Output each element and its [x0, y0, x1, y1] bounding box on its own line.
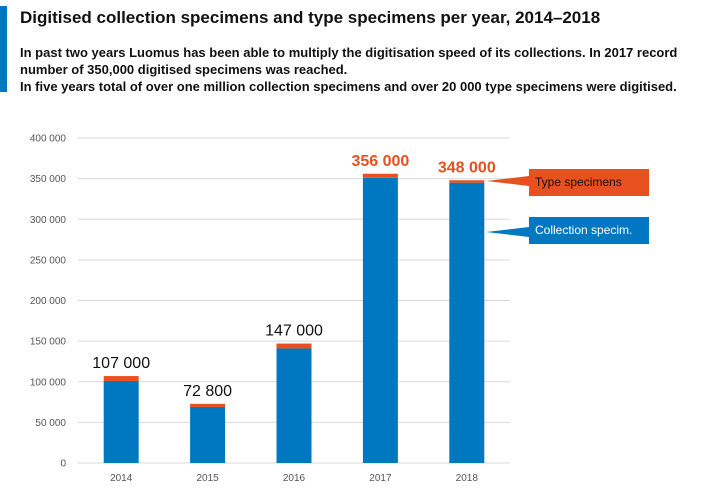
- subtitle-line-3: In five years total of over one million …: [20, 79, 677, 94]
- x-axis-tick-labels: 2014 2015 2016 2017 2018: [110, 473, 478, 484]
- y-tick-label: 300 000: [30, 215, 67, 226]
- collection-bar: [103, 380, 139, 463]
- legend-label: Collection specim.: [535, 223, 632, 237]
- collection-bar: [449, 182, 485, 463]
- collection-bar: [362, 177, 398, 463]
- type-specimen-bar: [276, 343, 312, 349]
- legend-callouts: Type specimens Collection specim.: [486, 169, 649, 244]
- y-tick-label: 200 000: [30, 296, 67, 307]
- x-tick-label: 2018: [456, 473, 479, 484]
- y-tick-label: 150 000: [30, 337, 67, 348]
- y-tick-label: 250 000: [30, 255, 67, 266]
- y-tick-label: 50 000: [35, 418, 66, 429]
- y-tick-label: 0: [60, 459, 66, 470]
- bars: [103, 173, 485, 463]
- callout-pointer: [486, 227, 529, 237]
- legend-collection-specimens: Collection specim.: [486, 217, 649, 244]
- callout-box: [529, 169, 649, 196]
- total-value-label: 356 000: [351, 153, 409, 170]
- x-tick-label: 2017: [369, 473, 392, 484]
- total-value-label: 348 000: [438, 159, 496, 176]
- y-axis-tick-labels: 0 50 000 100 000 150 000 200 000 250 000 300 0…: [30, 134, 67, 470]
- type-specimen-bar: [449, 180, 485, 183]
- legend-label: Type specimens: [535, 175, 622, 189]
- chart-subtitle: In past two years Luomus has been able t…: [20, 44, 710, 95]
- chart-title: Digitised collection specimens and type …: [20, 8, 601, 27]
- subtitle-line-1: In past two years Luomus has been able t…: [20, 45, 678, 60]
- type-specimen-bar: [190, 403, 226, 407]
- subtitle-line-2: number of 350,000 digitised specimens wa…: [20, 62, 348, 77]
- total-labels: 107 000 72 800 147 000 356 000 348 000: [92, 153, 496, 400]
- callout-pointer: [486, 176, 529, 186]
- total-value-label: 107 000: [92, 355, 150, 372]
- x-tick-label: 2014: [110, 473, 133, 484]
- total-value-label: 72 800: [183, 383, 232, 400]
- type-specimen-bar: [362, 173, 398, 178]
- x-tick-label: 2016: [283, 473, 306, 484]
- type-specimen-bar: [103, 376, 139, 381]
- accent-bar: [0, 6, 7, 92]
- collection-bar: [190, 406, 226, 463]
- collection-bar: [276, 348, 312, 463]
- callout-box: [529, 217, 649, 244]
- y-tick-label: 100 000: [30, 377, 67, 388]
- total-value-label: 147 000: [265, 323, 323, 340]
- legend-type-specimens: Type specimens: [486, 169, 649, 196]
- x-tick-label: 2015: [196, 473, 219, 484]
- y-tick-label: 350 000: [30, 174, 67, 185]
- y-tick-label: 400 000: [30, 134, 67, 145]
